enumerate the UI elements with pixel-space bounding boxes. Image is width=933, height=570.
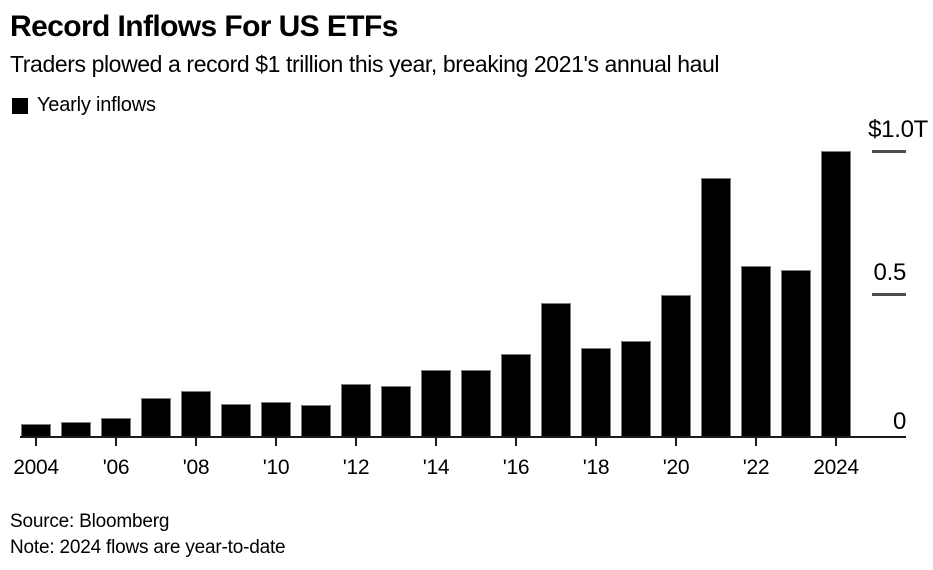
bar-2014 xyxy=(421,370,451,438)
bar-2013 xyxy=(381,386,411,438)
bar-2021 xyxy=(701,178,731,438)
x-tick xyxy=(515,438,517,446)
bar-2008 xyxy=(181,391,211,438)
x-tick-label: '12 xyxy=(342,456,370,479)
x-axis-line xyxy=(20,436,906,438)
y-tick-label: 0.5 xyxy=(873,258,907,286)
x-tick-label: '10 xyxy=(262,456,290,479)
legend-label: Yearly inflows xyxy=(37,94,156,116)
bar-2011 xyxy=(301,405,331,438)
legend: Yearly inflows xyxy=(12,94,156,117)
chart-title: Record Inflows For US ETFs xyxy=(10,10,398,43)
x-tick-label: 2004 xyxy=(13,456,59,479)
bar-2007 xyxy=(141,398,171,438)
y-tick-label: 0 xyxy=(892,408,906,435)
x-tick-label: '16 xyxy=(502,456,530,479)
bar-2020 xyxy=(661,295,691,438)
bar-2012 xyxy=(341,384,371,438)
x-tick xyxy=(35,438,37,446)
x-tick xyxy=(355,438,357,446)
bar-2018 xyxy=(581,348,611,438)
bar-2017 xyxy=(541,303,571,438)
x-tick-label: '22 xyxy=(742,456,770,479)
footer: Source: Bloomberg Note: 2024 flows are y… xyxy=(10,509,286,561)
chart-subtitle: Traders plowed a record $1 trillion this… xyxy=(10,51,720,77)
x-tick xyxy=(115,438,117,446)
bar-2010 xyxy=(261,402,291,438)
y-tick-label: $1.0T xyxy=(868,116,928,143)
x-tick xyxy=(435,438,437,446)
bar-2019 xyxy=(621,341,651,438)
x-tick xyxy=(595,438,597,446)
y-tick-dash xyxy=(872,292,906,296)
x-tick xyxy=(195,438,197,446)
note-line: Note: 2024 flows are year-to-date xyxy=(10,537,286,558)
x-tick xyxy=(755,438,757,446)
x-tick xyxy=(835,438,837,446)
x-tick-label: '08 xyxy=(182,456,210,479)
bar-2023 xyxy=(781,270,811,438)
legend-swatch-icon xyxy=(12,97,28,114)
bar-2022 xyxy=(741,266,771,438)
x-tick-label: '18 xyxy=(582,456,610,479)
x-tick xyxy=(675,438,677,446)
x-tick-label: 2024 xyxy=(813,456,859,479)
bar-2015 xyxy=(461,370,491,438)
bar-2016 xyxy=(501,354,531,438)
x-tick-label: '20 xyxy=(662,456,690,479)
y-tick-dash xyxy=(872,150,906,153)
bar-2006 xyxy=(101,418,131,438)
bar-2024 xyxy=(821,151,851,438)
source-line: Source: Bloomberg xyxy=(10,511,170,532)
x-tick xyxy=(275,438,277,446)
x-tick-label: '14 xyxy=(422,456,450,479)
bar-2009 xyxy=(221,404,251,438)
x-tick-label: '06 xyxy=(102,456,130,479)
